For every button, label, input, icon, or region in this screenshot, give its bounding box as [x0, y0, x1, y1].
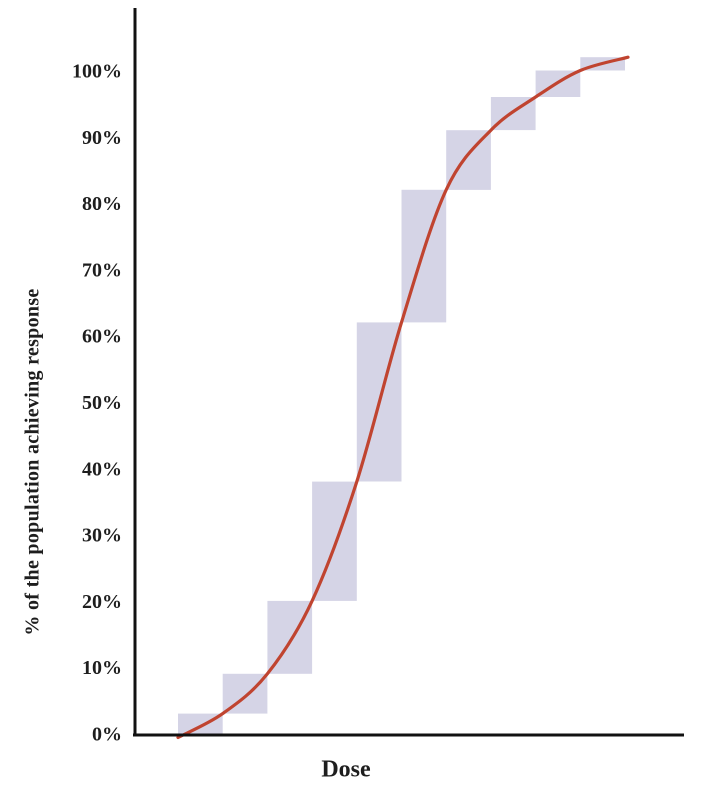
y-tick-label: 100% — [72, 61, 122, 83]
y-tick-label: 30% — [82, 525, 122, 547]
y-axis-tick-labels: 0% 10% 20% 30% 40% 50% 60% 70% 80% 90% 100% — [72, 61, 122, 746]
dose-step-bar — [178, 713, 223, 734]
y-tick-label: 90% — [82, 127, 122, 149]
y-tick-label: 40% — [82, 458, 122, 480]
dose-step-bar — [446, 130, 491, 190]
y-tick-label: 50% — [82, 392, 122, 414]
y-tick-label: 60% — [82, 326, 122, 348]
y-tick-label: 80% — [82, 193, 122, 215]
frequency-bars-layer — [178, 57, 625, 734]
y-tick-label: 10% — [82, 657, 122, 679]
x-axis-title: Dose — [321, 756, 371, 783]
y-axis-title: % of the population achieving response — [21, 288, 44, 636]
y-tick-label: 70% — [82, 259, 122, 281]
y-tick-label: 20% — [82, 591, 122, 613]
y-tick-label: 0% — [92, 724, 122, 746]
cumulative-response-curve — [176, 55, 630, 740]
